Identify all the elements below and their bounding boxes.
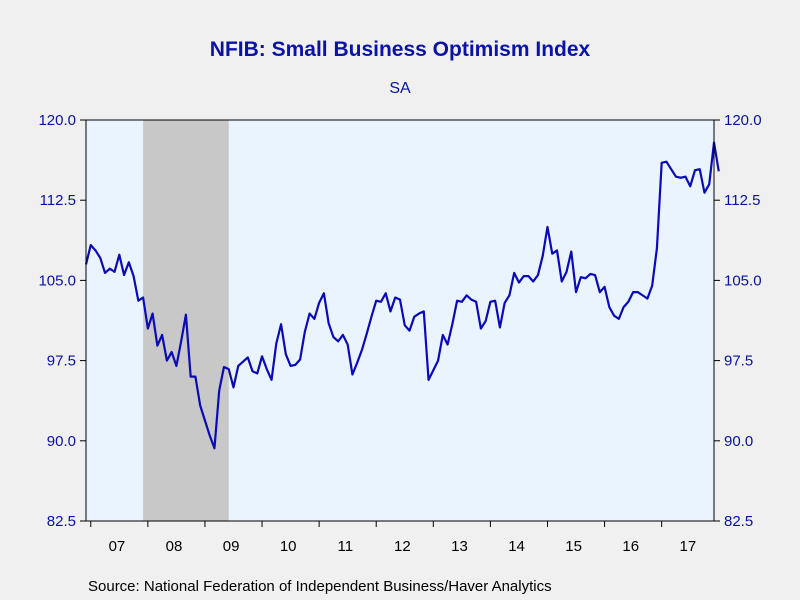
y-tick-label-left: 120.0 <box>38 112 76 129</box>
x-tick-label: 14 <box>508 538 525 555</box>
chart-title: NFIB: Small Business Optimism Index <box>209 38 591 61</box>
x-tick-label: 12 <box>394 538 411 555</box>
y-tick-label-left: 105.0 <box>38 272 76 289</box>
x-tick-label: 15 <box>565 538 582 555</box>
y-tick-label-left: 90.0 <box>47 433 76 450</box>
x-tick-label: 13 <box>451 538 468 555</box>
x-tick-label: 10 <box>280 538 297 555</box>
y-tick-label-right: 90.0 <box>724 433 753 450</box>
y-tick-label-right: 105.0 <box>724 272 762 289</box>
y-tick-label-left: 112.5 <box>40 192 76 209</box>
y-tick-label-right: 97.5 <box>724 353 753 370</box>
x-tick-label: 11 <box>337 538 353 555</box>
plot-frame <box>85 119 715 522</box>
y-tick-label-left: 82.5 <box>47 513 76 530</box>
y-tick-label-right: 120.0 <box>724 112 762 129</box>
label-layer: 120.0 120.0 112.5 112.5 105.0 105.0 97.5 97.5 90… <box>38 112 761 555</box>
x-tick-label: 09 <box>223 538 240 555</box>
x-tick-label: 16 <box>622 538 639 555</box>
x-tick-label: 17 <box>679 538 696 555</box>
series-line <box>84 141 720 450</box>
x-tick-label: 07 <box>109 538 126 555</box>
y-tick-label-right: 82.5 <box>724 513 753 530</box>
chart-subtitle: SA <box>389 80 411 97</box>
tick-layer <box>80 119 720 527</box>
source-note: Source: National Federation of Independe… <box>88 578 552 595</box>
y-tick-label-right: 112.5 <box>724 192 760 209</box>
y-tick-label-left: 97.5 <box>47 353 76 370</box>
x-tick-label: 08 <box>166 538 183 555</box>
